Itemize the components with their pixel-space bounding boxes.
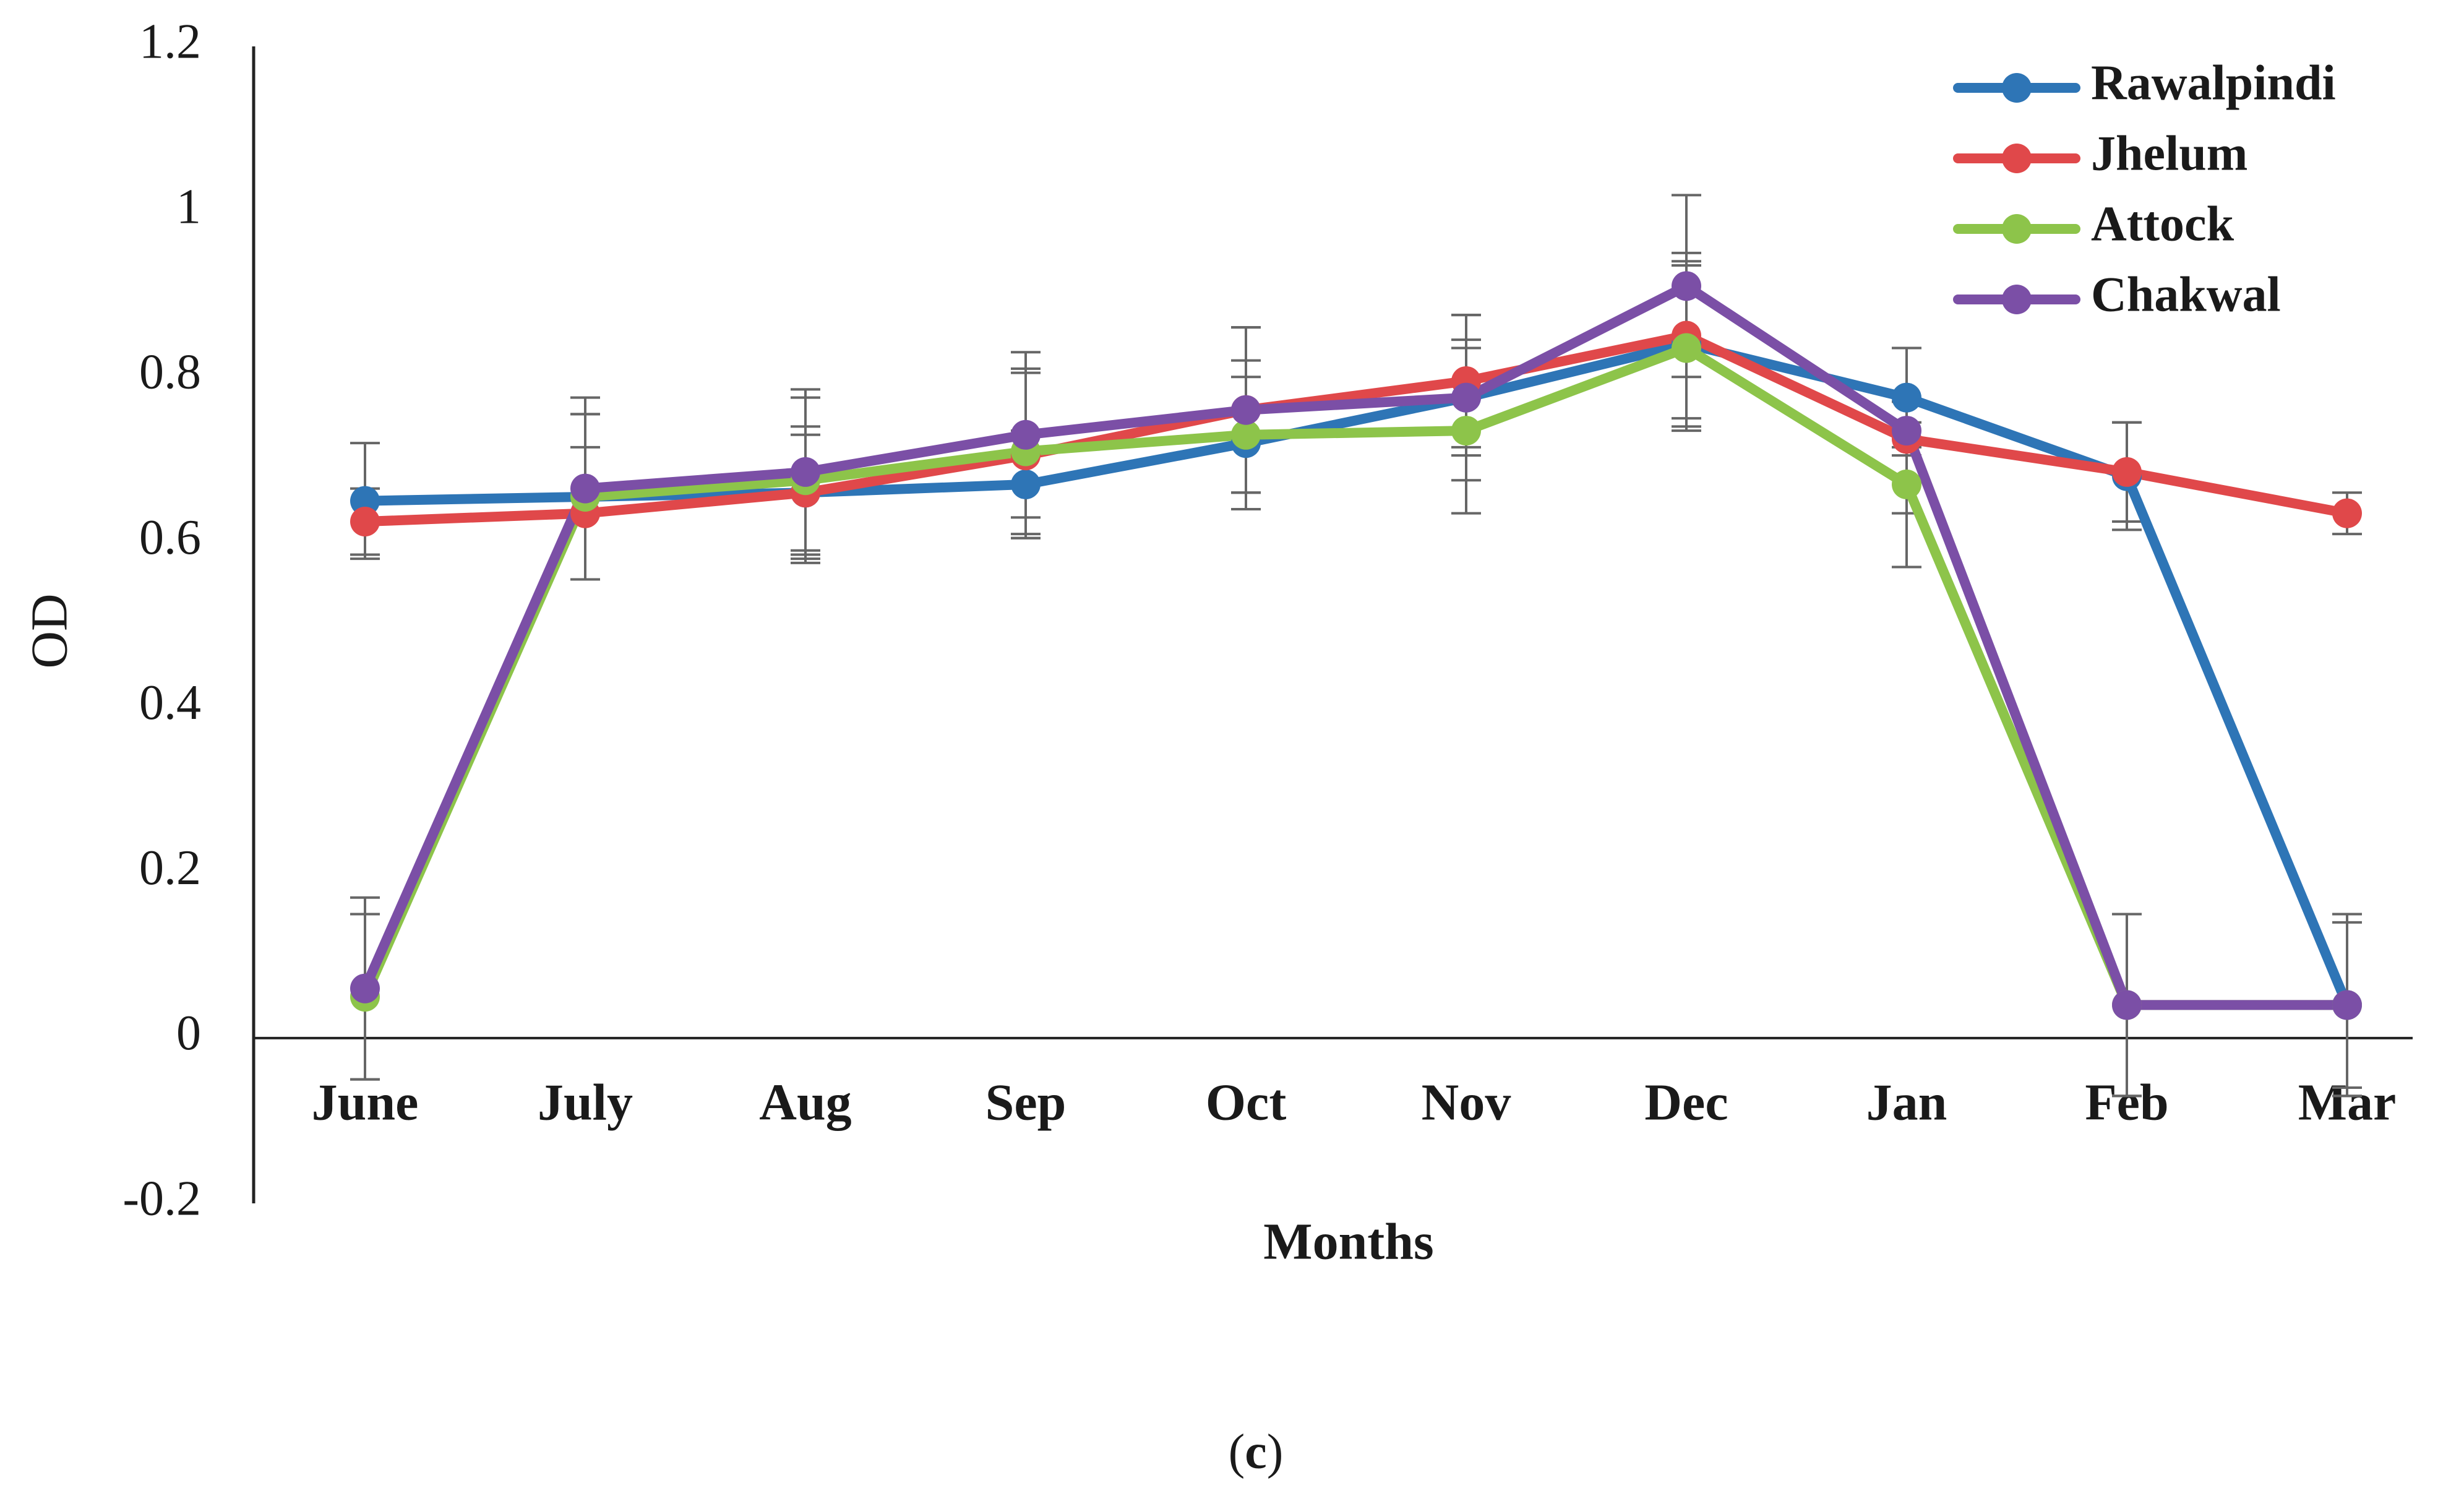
legend-swatch-marker (2002, 73, 2032, 103)
data-point-chakwal (350, 973, 380, 1004)
data-point-chakwal (1231, 395, 1261, 425)
x-tick-label: Sep (985, 1073, 1067, 1131)
x-tick-label: July (538, 1073, 633, 1131)
series-line-attock (360, 343, 2352, 1010)
data-point-chakwal (1011, 419, 1041, 450)
x-tick-label: Oct (1206, 1073, 1287, 1131)
series-line-chakwal (360, 281, 2352, 1010)
x-axis: June July Aug Sep Oct Nov Dec Jan Feb Mar (254, 1036, 2413, 1131)
data-point-chakwal (570, 473, 600, 504)
series-lines (360, 281, 2352, 1010)
data-point-jhelum (2332, 498, 2362, 528)
x-tick-label: Nov (1422, 1073, 1511, 1131)
data-point-rawalpindi (1892, 382, 1921, 413)
data-point-attock (1672, 333, 1701, 363)
data-point-jhelum (2112, 457, 2142, 487)
data-point-attock (1231, 419, 1261, 450)
figure-caption: (c) (1229, 1425, 1284, 1479)
series-line-rawalpindi (360, 338, 2352, 1010)
y-tick-label: -0.2 (122, 1171, 201, 1226)
legend-item: Rawalpindi (1953, 56, 2336, 110)
series-markers (350, 271, 2362, 1020)
x-tick-label: June (312, 1073, 419, 1131)
legend: Rawalpindi Jhelum Attock Chakwal (1953, 56, 2336, 322)
y-tick-label: 1.2 (139, 14, 201, 69)
y-axis: 1.2 1 0.8 0.6 0.4 0.2 0 -0.2 (122, 14, 255, 1226)
y-tick-label: 0.8 (139, 345, 201, 400)
data-point-attock (1451, 416, 1481, 446)
y-tick-label: 0.6 (139, 510, 201, 565)
data-point-chakwal (2332, 990, 2362, 1020)
y-tick-label: 0.4 (139, 676, 201, 730)
data-point-chakwal (1892, 416, 1921, 446)
x-tick-label: Dec (1644, 1073, 1728, 1131)
legend-item: Jhelum (1953, 126, 2247, 181)
x-tick-label: Aug (759, 1073, 851, 1131)
legend-label: Attock (2091, 197, 2234, 251)
data-point-rawalpindi (350, 486, 380, 516)
data-point-chakwal (2112, 990, 2142, 1020)
legend-swatch-marker (2002, 144, 2032, 173)
legend-label: Jhelum (2091, 126, 2247, 181)
legend-label: Rawalpindi (2091, 56, 2336, 110)
y-axis-title: OD (20, 593, 78, 668)
y-tick-label: 0 (176, 1006, 201, 1060)
legend-item: Chakwal (1953, 267, 2281, 322)
data-point-chakwal (1672, 271, 1701, 301)
data-point-rawalpindi (1011, 469, 1041, 499)
data-point-jhelum (350, 507, 380, 537)
data-point-chakwal (1451, 382, 1481, 413)
data-point-chakwal (791, 457, 820, 487)
legend-swatch-marker (2002, 285, 2032, 314)
y-tick-label: 0.2 (139, 841, 201, 895)
legend-item: Attock (1953, 197, 2234, 251)
series-line-jhelum (360, 330, 2352, 527)
data-point-attock (1892, 469, 1921, 499)
error-bars (350, 194, 2362, 1098)
legend-swatch-marker (2002, 214, 2032, 244)
y-tick-label: 1 (176, 180, 201, 234)
legend-label: Chakwal (2091, 267, 2281, 322)
x-axis-title: Months (1263, 1213, 1433, 1270)
x-tick-label: Jan (1866, 1073, 1947, 1131)
